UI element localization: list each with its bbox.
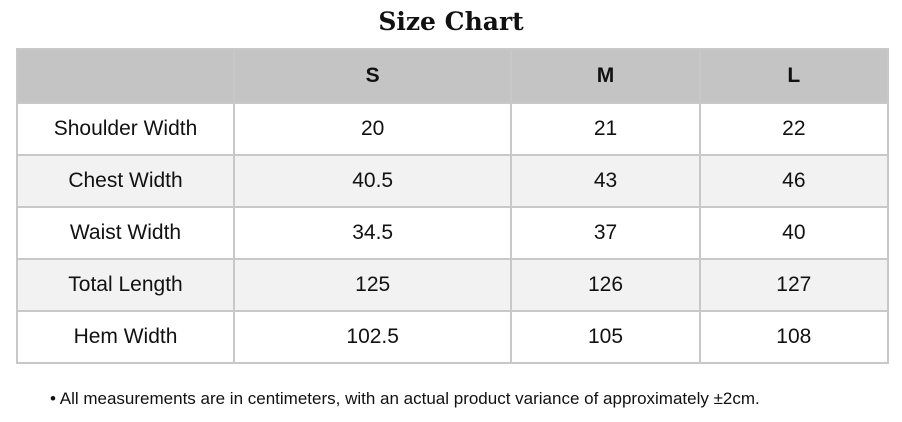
- cell: 20: [232, 102, 513, 156]
- cell: 108: [698, 310, 890, 364]
- cell: 43: [510, 154, 701, 208]
- cell: Waist Width: [16, 206, 235, 260]
- row: Shoulder Width 20 21 22: [16, 102, 890, 156]
- cell: 37: [510, 206, 701, 260]
- cell: 46: [698, 154, 890, 208]
- row: Total Length 125 126 127: [16, 258, 890, 312]
- cell: Total Length: [16, 258, 235, 312]
- header-cell: M: [510, 48, 701, 104]
- header-cell: [16, 48, 235, 104]
- cell: 102.5: [232, 310, 513, 364]
- cell: 105: [510, 310, 701, 364]
- row: Waist Width 34.5 37 40: [16, 206, 890, 260]
- cell: 127: [698, 258, 890, 312]
- size-table: S M L Shoulder Width 20 21 22 Chest Width 40.5 43…: [16, 48, 890, 364]
- cell: 126: [510, 258, 701, 312]
- cell: 125: [232, 258, 513, 312]
- cell: Hem Width: [16, 310, 235, 364]
- cell: 40: [698, 206, 890, 260]
- note: • All measurements are in centimeters, w…: [50, 389, 760, 408]
- cell: Shoulder Width: [16, 102, 235, 156]
- header-cell: S: [232, 48, 513, 104]
- cell: 21: [510, 102, 701, 156]
- title: Size Chart: [378, 7, 524, 36]
- cell: Chest Width: [16, 154, 235, 208]
- row: Chest Width 40.5 43 46: [16, 154, 890, 208]
- cell: 22: [698, 102, 890, 156]
- cell: 40.5: [232, 154, 513, 208]
- cell: 34.5: [232, 206, 513, 260]
- header-cell: L: [698, 48, 890, 104]
- row: Hem Width 102.5 105 108: [16, 310, 890, 364]
